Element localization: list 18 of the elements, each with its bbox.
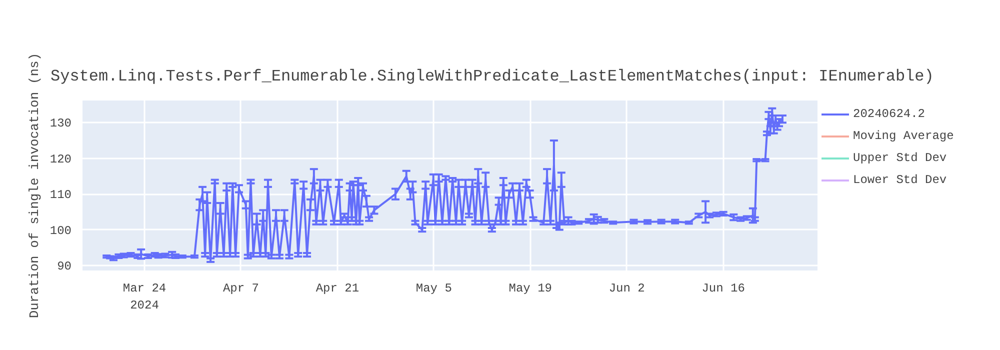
x-tick-label: Jun 2	[608, 282, 645, 296]
legend-label: Upper Std Dev	[853, 151, 947, 165]
y-tick-label: 130	[50, 116, 72, 131]
x-tick-label: May 19	[508, 282, 552, 296]
x-tick-label: Mar 24 2024	[122, 282, 166, 312]
y-tick-label: 90	[57, 260, 72, 274]
y-tick-label: 100	[50, 224, 72, 238]
y-tick-label: 110	[50, 188, 72, 202]
x-tick-label: May 5	[416, 282, 452, 296]
legend-label: Lower Std Dev	[853, 173, 947, 187]
legend-label: Moving Average	[853, 129, 954, 143]
chart-title: System.Linq.Tests.Perf_Enumerable.SingleWithPredicate_LastElementMatches(input: IEnumerable)	[50, 68, 934, 86]
x-tick-label: Apr 21	[316, 282, 360, 296]
y-axis-title: Duration of single invocation (ns)	[26, 52, 42, 318]
y-tick-label: 120	[50, 152, 72, 166]
x-tick-label: Jun 16	[702, 282, 745, 296]
legend-label: 20240624.2	[853, 107, 926, 121]
x-tick-label: Apr 7	[222, 282, 259, 296]
